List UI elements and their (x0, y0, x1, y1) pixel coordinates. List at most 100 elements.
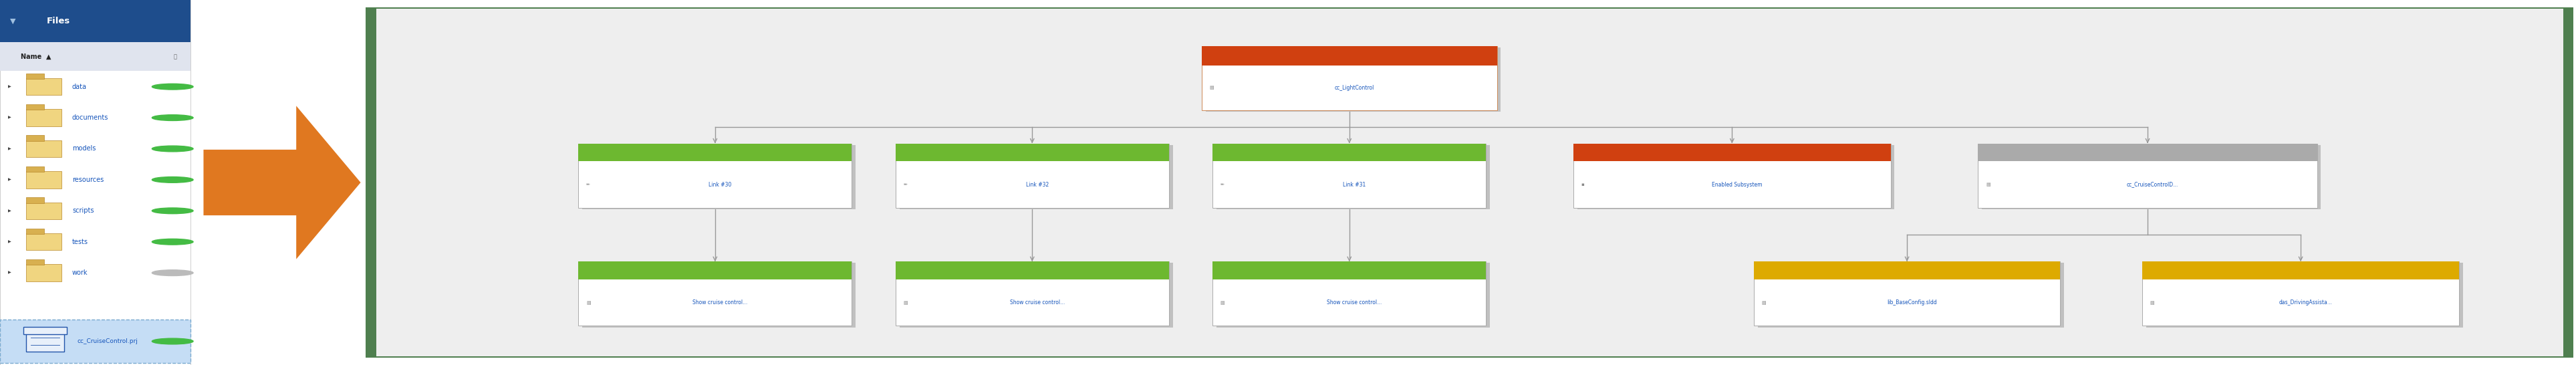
Text: lib_BaseConfig.sldd: lib_BaseConfig.sldd (1888, 300, 1937, 306)
FancyBboxPatch shape (26, 260, 44, 265)
Text: models: models (72, 145, 95, 152)
Text: ▶: ▶ (8, 116, 10, 119)
FancyBboxPatch shape (896, 262, 1170, 280)
FancyBboxPatch shape (1213, 262, 1486, 326)
FancyBboxPatch shape (0, 42, 191, 71)
Text: ▶: ▶ (8, 178, 10, 181)
Text: ▤: ▤ (1762, 301, 1767, 305)
Circle shape (152, 84, 193, 89)
FancyBboxPatch shape (1574, 143, 1891, 208)
FancyBboxPatch shape (1216, 263, 1489, 327)
Text: Name  ▲: Name ▲ (21, 53, 52, 60)
FancyBboxPatch shape (0, 319, 191, 363)
Text: ▤: ▤ (1221, 301, 1224, 305)
Text: ⑆: ⑆ (173, 54, 178, 59)
FancyBboxPatch shape (580, 143, 853, 161)
FancyBboxPatch shape (26, 202, 62, 219)
FancyBboxPatch shape (23, 327, 67, 334)
FancyBboxPatch shape (896, 262, 1170, 326)
Text: data: data (72, 83, 88, 90)
Text: ▶: ▶ (8, 147, 10, 150)
Text: work: work (72, 269, 88, 276)
Text: cc_CruiseControl.prj: cc_CruiseControl.prj (77, 338, 139, 344)
Text: ▤: ▤ (1208, 86, 1213, 90)
Text: scripts: scripts (72, 207, 93, 214)
Text: ▪: ▪ (1582, 182, 1584, 187)
FancyBboxPatch shape (896, 143, 1170, 208)
FancyBboxPatch shape (899, 145, 1172, 209)
Text: ✏: ✏ (1221, 182, 1224, 187)
FancyBboxPatch shape (26, 331, 64, 352)
Text: Link #32: Link #32 (1025, 181, 1048, 188)
Text: Link #31: Link #31 (1342, 181, 1365, 188)
FancyBboxPatch shape (580, 262, 853, 280)
Circle shape (152, 115, 193, 120)
FancyBboxPatch shape (26, 264, 62, 281)
Text: ▶: ▶ (8, 85, 10, 88)
FancyBboxPatch shape (1754, 262, 2061, 326)
FancyBboxPatch shape (1213, 143, 1486, 208)
FancyBboxPatch shape (26, 166, 44, 172)
FancyBboxPatch shape (1213, 262, 1486, 280)
FancyBboxPatch shape (896, 143, 1170, 161)
FancyBboxPatch shape (1757, 263, 2063, 327)
Text: ▤: ▤ (904, 301, 907, 305)
FancyBboxPatch shape (2146, 263, 2463, 327)
Text: Files: Files (46, 17, 70, 25)
FancyBboxPatch shape (26, 78, 62, 95)
Circle shape (152, 146, 193, 152)
FancyBboxPatch shape (26, 109, 62, 126)
FancyBboxPatch shape (1200, 46, 1497, 110)
Text: cc_CruiseControlD...: cc_CruiseControlD... (2128, 181, 2179, 188)
Text: ▤: ▤ (587, 301, 590, 305)
FancyBboxPatch shape (1213, 143, 1486, 161)
FancyBboxPatch shape (1577, 145, 1893, 209)
Text: documents: documents (72, 114, 108, 121)
FancyBboxPatch shape (899, 263, 1172, 327)
FancyBboxPatch shape (26, 135, 44, 141)
Text: Link #30: Link #30 (708, 181, 732, 188)
FancyBboxPatch shape (582, 145, 855, 209)
Text: ▤: ▤ (2151, 301, 2154, 305)
Circle shape (152, 177, 193, 182)
FancyBboxPatch shape (580, 262, 853, 326)
Circle shape (152, 270, 193, 276)
Text: ▼: ▼ (10, 18, 15, 24)
FancyBboxPatch shape (580, 143, 853, 208)
FancyBboxPatch shape (1978, 143, 2316, 208)
Text: tests: tests (72, 238, 88, 245)
FancyBboxPatch shape (376, 9, 2563, 356)
Text: resources: resources (72, 176, 103, 183)
Text: cc_LightControl: cc_LightControl (1334, 85, 1376, 91)
Circle shape (152, 239, 193, 245)
FancyBboxPatch shape (26, 171, 62, 188)
FancyBboxPatch shape (2143, 262, 2460, 280)
FancyBboxPatch shape (26, 197, 44, 203)
Text: ✏: ✏ (904, 182, 907, 187)
Polygon shape (204, 106, 361, 259)
FancyBboxPatch shape (0, 0, 191, 365)
FancyBboxPatch shape (26, 140, 62, 157)
Circle shape (152, 338, 193, 344)
FancyBboxPatch shape (2143, 262, 2460, 326)
FancyBboxPatch shape (1574, 143, 1891, 161)
Text: ⋮: ⋮ (178, 338, 185, 345)
Text: ▶: ▶ (8, 209, 10, 212)
FancyBboxPatch shape (1978, 143, 2316, 161)
FancyBboxPatch shape (1200, 46, 1497, 65)
FancyBboxPatch shape (26, 73, 44, 79)
Text: ▶: ▶ (8, 240, 10, 243)
FancyBboxPatch shape (582, 263, 855, 327)
FancyBboxPatch shape (26, 104, 44, 110)
FancyBboxPatch shape (26, 228, 44, 234)
Text: Show cruise control...: Show cruise control... (1010, 300, 1064, 306)
FancyBboxPatch shape (366, 7, 2573, 358)
FancyBboxPatch shape (1206, 47, 1502, 112)
Text: Enabled Subsystem: Enabled Subsystem (1713, 181, 1762, 188)
Text: ▤: ▤ (1986, 182, 1991, 187)
FancyBboxPatch shape (0, 0, 191, 42)
Circle shape (152, 208, 193, 214)
FancyBboxPatch shape (1754, 262, 2061, 280)
Text: das_DrivingAssista...: das_DrivingAssista... (2280, 300, 2331, 306)
Text: Show cruise control...: Show cruise control... (1327, 300, 1381, 306)
